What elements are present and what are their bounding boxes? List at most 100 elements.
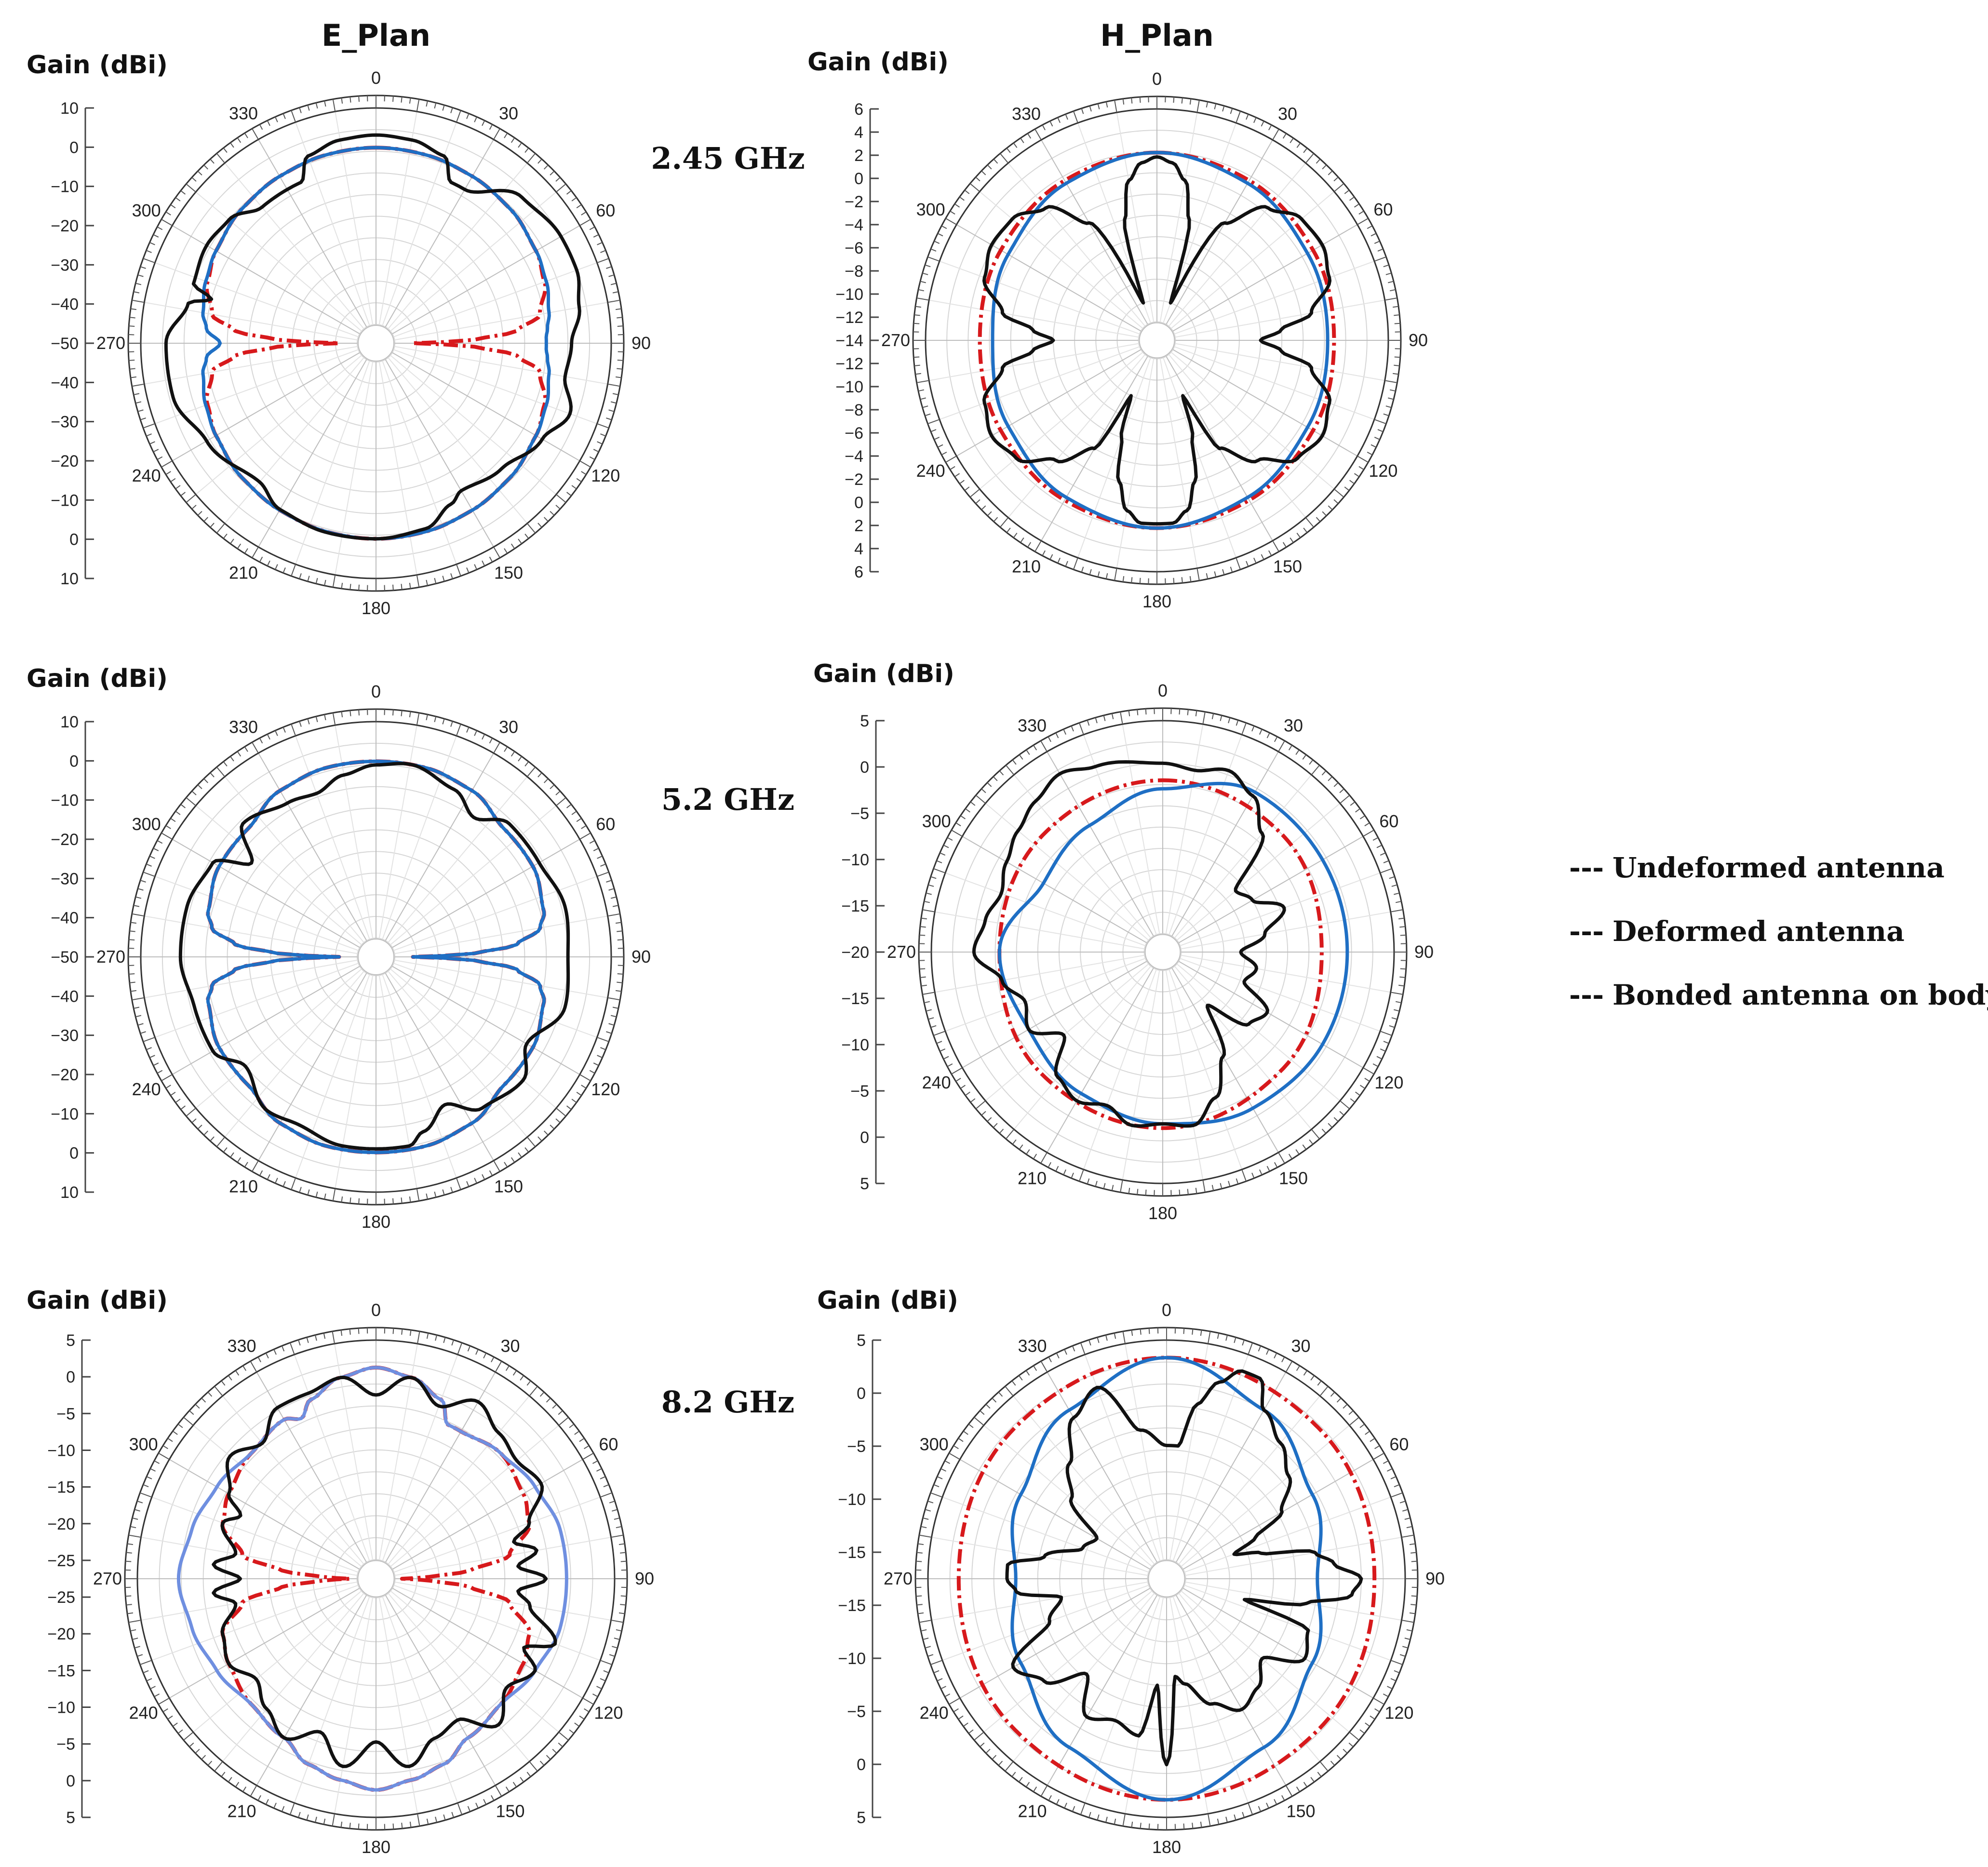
angle-tick: [546, 1755, 551, 1760]
polar-chart-e-plane-8-2ghz: 0 30 60 90 120 150 180 210 240 270 300 330 5 0 −5 −10 −1…: [27, 1286, 654, 1857]
angle-tick: [275, 117, 278, 122]
angle-tick: [1230, 566, 1233, 573]
angle-tick: [579, 219, 591, 226]
angle-tick: [614, 1517, 620, 1520]
angle-tick: [203, 1130, 209, 1136]
gain-axis-tick-label: −15: [47, 1662, 75, 1680]
angle-tick: [130, 376, 137, 378]
series-deformed-antenna: [991, 151, 1330, 530]
angle-tick: [947, 837, 953, 841]
angle-tick: [186, 494, 196, 503]
angle-tick: [186, 797, 196, 806]
angle-tick: [940, 1048, 946, 1052]
angle-tick: [1253, 557, 1257, 564]
angle-tick: [566, 492, 572, 497]
angle-tick: [582, 1452, 594, 1460]
angle-tick: [936, 860, 942, 863]
grid-spoke: [1180, 872, 1381, 946]
angle-tick: [550, 171, 555, 176]
angle-tick: [1358, 211, 1364, 215]
gain-axis-tick-label: −30: [51, 256, 79, 274]
angle-tick: [230, 538, 234, 544]
angle-tick: [267, 734, 270, 740]
angle-tick: [180, 804, 186, 808]
angle-tick: [922, 992, 935, 995]
series-bonded-antenna-on-body: [982, 155, 1332, 526]
series-undeformed-antenna: [956, 1356, 1377, 1802]
angle-tick: [1384, 297, 1397, 301]
angle-tick: [1228, 717, 1231, 724]
angle-tick: [1316, 517, 1321, 522]
angle-tick: [1339, 788, 1344, 793]
gain-axis-tick-label: −15: [838, 1597, 866, 1615]
angle-tick: [1236, 557, 1241, 570]
series-bonded-antenna-on-body: [178, 762, 570, 1151]
angle-tick: [289, 1802, 295, 1815]
angle-tick: [203, 778, 209, 783]
angle-label: 0: [1158, 681, 1168, 700]
angle-tick: [216, 153, 226, 163]
grid-spoke: [1170, 191, 1335, 329]
angle-tick: [129, 368, 135, 370]
angle-tick: [1390, 1476, 1397, 1479]
angle-label: 270: [887, 942, 916, 962]
angle-tick: [1328, 170, 1333, 175]
angle-tick: [1071, 725, 1074, 732]
angle-label: 60: [1379, 811, 1398, 831]
angle-tick: [237, 751, 242, 757]
angle-tick: [608, 409, 615, 412]
grid-spoke: [378, 111, 417, 325]
gain-axis-tick-label: −20: [47, 1625, 75, 1643]
angle-tick: [1296, 143, 1301, 148]
angle-tick: [993, 517, 998, 522]
angle-tick: [340, 1330, 343, 1336]
angle-tick: [1398, 984, 1405, 987]
angle-tick: [933, 1484, 940, 1488]
gain-axis-tick-label: −4: [845, 216, 863, 234]
angle-tick: [1258, 1345, 1262, 1352]
angle-tick: [130, 1526, 136, 1529]
angle-tick: [135, 1015, 142, 1018]
angle-tick: [609, 1501, 615, 1504]
angle-tick: [980, 1410, 985, 1415]
grid-spoke: [222, 1593, 364, 1762]
angle-tick: [1394, 1670, 1400, 1674]
angle-tick: [1114, 100, 1117, 113]
angle-tick: [616, 1526, 622, 1529]
gain-axis-title: Gain (dBi): [27, 1286, 168, 1315]
angle-tick: [450, 1187, 453, 1193]
angle-tick: [475, 1349, 479, 1355]
grid-spoke: [1170, 351, 1335, 490]
angle-tick: [1065, 561, 1068, 567]
angle-tick: [306, 1337, 309, 1343]
angle-tick: [1148, 1823, 1150, 1829]
angle-tick: [985, 1748, 991, 1754]
series-deformed-antenna: [1010, 1356, 1323, 1802]
angle-tick: [443, 1337, 446, 1343]
angle-tick: [1281, 1357, 1285, 1363]
angle-tick: [1274, 1162, 1278, 1168]
angle-tick: [1388, 397, 1394, 400]
angle-tick: [1122, 1331, 1126, 1344]
gain-axis-tick-label: −15: [841, 897, 869, 915]
angle-tick: [1261, 554, 1264, 560]
angle-tick: [1394, 322, 1400, 324]
grid-spoke: [256, 1595, 367, 1786]
angle-tick: [1131, 1821, 1133, 1828]
grid-spoke: [382, 1596, 458, 1803]
angle-tick: [1383, 860, 1389, 863]
gain-axis-tick-label: −25: [47, 1552, 75, 1570]
gain-axis-tick-label: −25: [47, 1588, 75, 1607]
angle-tick: [137, 1654, 143, 1657]
grid-spoke: [394, 915, 608, 954]
angle-tick: [167, 1715, 173, 1720]
grid-spoke: [1174, 260, 1375, 335]
angle-tick: [1020, 137, 1024, 144]
angle-tick: [315, 103, 318, 109]
grid-spoke: [393, 1496, 601, 1573]
grid-spoke: [195, 968, 362, 1109]
angle-tick: [537, 772, 542, 778]
grid-spoke: [388, 162, 528, 329]
angle-tick: [607, 299, 620, 303]
angle-tick: [149, 1055, 155, 1058]
